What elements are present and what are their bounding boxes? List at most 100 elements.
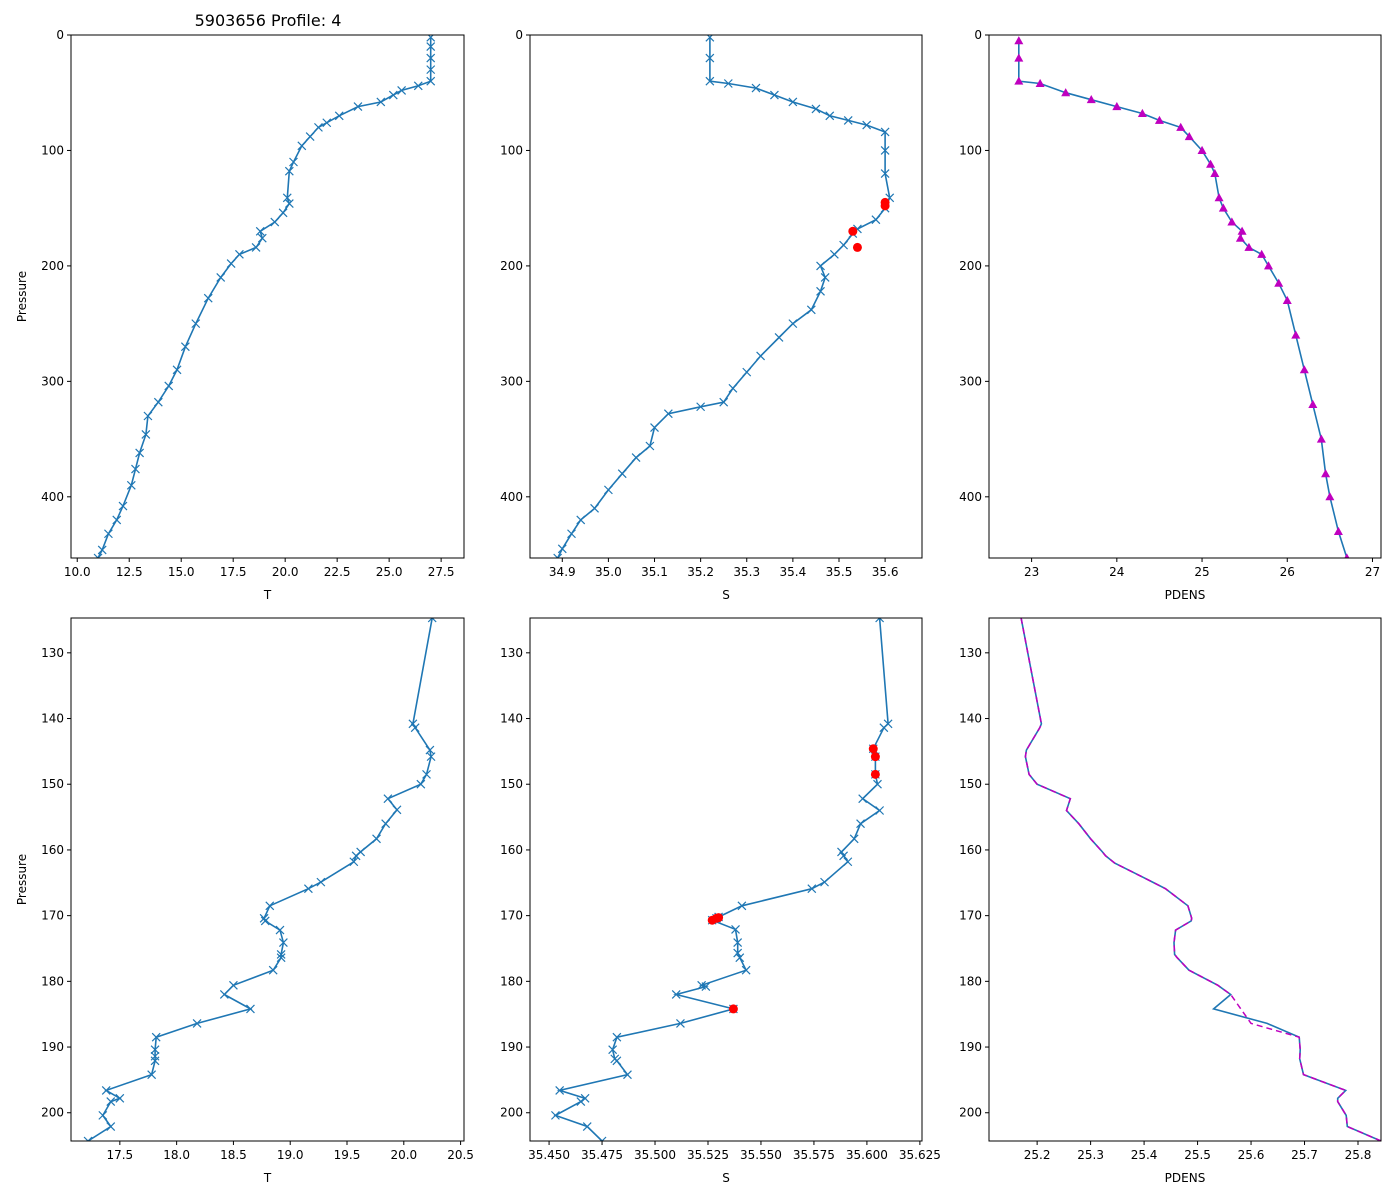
data-point-marker <box>1197 145 1207 154</box>
data-point-marker <box>1014 36 1024 45</box>
y-tick-label: 190 <box>959 1040 982 1054</box>
data-point-marker <box>1244 242 1254 251</box>
x-tick-label: 27 <box>1365 565 1380 579</box>
data-point-marker <box>608 1045 618 1055</box>
y-tick-label: 100 <box>41 143 64 157</box>
data-point-marker <box>849 834 859 844</box>
data-point-marker <box>873 779 882 789</box>
data-point-marker <box>623 1070 632 1080</box>
flagged-point <box>870 769 880 779</box>
data-point-marker <box>551 1110 560 1120</box>
x-tick-label: 18.0 <box>163 1148 190 1162</box>
axes-frame <box>988 34 1382 559</box>
data-point-marker <box>875 618 885 623</box>
data-point-marker <box>567 529 576 539</box>
data-point-marker <box>742 367 752 377</box>
data-point-marker <box>98 1110 108 1120</box>
data-point-marker <box>408 719 418 729</box>
data-point-marker <box>153 397 163 407</box>
x-tick-label: 35.1 <box>641 565 668 579</box>
data-point-marker <box>334 111 344 121</box>
data-point-marker <box>106 1097 116 1107</box>
y-tick-label: 140 <box>41 712 64 726</box>
axes-frame <box>70 617 465 1142</box>
x-tick-label: 20.0 <box>272 565 299 579</box>
data-point-marker <box>612 1032 622 1042</box>
series-line <box>556 37 891 558</box>
x-tick-label: 27.5 <box>428 565 455 579</box>
data-point-marker <box>1210 168 1220 178</box>
data-point-marker <box>353 102 363 112</box>
data-point-marker <box>115 1093 125 1103</box>
flagged-point <box>728 1004 738 1014</box>
x-tick-label: 25.7 <box>1291 1148 1318 1162</box>
data-point-marker <box>576 515 586 525</box>
data-point-marker <box>135 448 145 458</box>
data-point-marker <box>671 990 681 999</box>
data-point-marker <box>426 42 436 51</box>
data-point-marker <box>284 166 294 176</box>
data-point-marker <box>557 544 567 554</box>
data-point-marker <box>696 402 706 412</box>
data-point-marker <box>1154 115 1164 124</box>
data-point-marker <box>737 901 747 911</box>
data-point-marker <box>1264 261 1274 270</box>
data-point-marker <box>83 1136 93 1141</box>
data-point-marker <box>553 553 563 558</box>
data-point-marker <box>806 305 816 315</box>
data-point-marker <box>555 1085 565 1095</box>
data-point-marker <box>284 199 294 208</box>
x-tick-label: 26 <box>1280 565 1295 579</box>
data-point-marker <box>164 381 174 391</box>
x-tick-label: 35.3 <box>733 565 760 579</box>
data-point-marker <box>118 501 128 511</box>
data-point-marker <box>289 157 298 167</box>
data-point-marker <box>226 259 236 269</box>
data-point-marker <box>576 1097 586 1107</box>
data-point-marker <box>1218 203 1228 212</box>
data-point-marker <box>305 132 315 142</box>
data-point-marker <box>413 81 423 91</box>
x-tick-label: 24 <box>1109 565 1124 579</box>
data-point-marker <box>268 965 278 975</box>
data-point-marker <box>580 1093 590 1103</box>
data-point-marker <box>147 1070 157 1080</box>
data-point-marker <box>735 953 745 963</box>
y-tick-label: 150 <box>500 777 523 791</box>
data-point-marker <box>871 215 881 225</box>
data-point-marker <box>1112 101 1122 111</box>
data-point-marker <box>820 877 829 887</box>
series-line <box>97 37 432 558</box>
x-tick-label: 19.5 <box>334 1148 361 1162</box>
data-point-marker <box>141 430 151 439</box>
data-point-marker <box>143 411 153 421</box>
y-tick-label: 130 <box>41 646 64 660</box>
data-point-marker <box>126 480 136 490</box>
data-point-marker <box>811 104 821 114</box>
data-point-marker <box>422 769 431 779</box>
data-point-marker <box>705 53 715 63</box>
data-point-marker <box>1227 217 1237 226</box>
x-tick-label: 15.0 <box>168 565 195 579</box>
data-point-marker <box>314 122 323 132</box>
data-point-marker <box>410 723 420 733</box>
x-tick-label: 35.625 <box>899 1148 941 1162</box>
data-point-marker <box>1291 330 1301 339</box>
data-point-marker <box>1333 526 1343 535</box>
data-point-marker <box>612 1056 622 1066</box>
y-tick-label: 200 <box>41 1106 64 1120</box>
y-tick-label: 140 <box>500 712 523 726</box>
data-point-marker <box>829 249 839 259</box>
data-point-marker <box>676 1018 685 1028</box>
data-point-marker <box>282 193 292 203</box>
data-point-marker <box>351 851 361 861</box>
data-point-marker <box>756 351 766 361</box>
flagged-point <box>714 913 724 923</box>
data-point-marker <box>397 85 407 95</box>
data-point-marker <box>246 1004 255 1014</box>
data-point-marker <box>150 1056 160 1066</box>
y-tick-label: 170 <box>500 909 523 923</box>
data-point-marker <box>728 383 738 393</box>
y-tick-label: 200 <box>500 259 523 273</box>
data-point-marker <box>645 441 655 451</box>
